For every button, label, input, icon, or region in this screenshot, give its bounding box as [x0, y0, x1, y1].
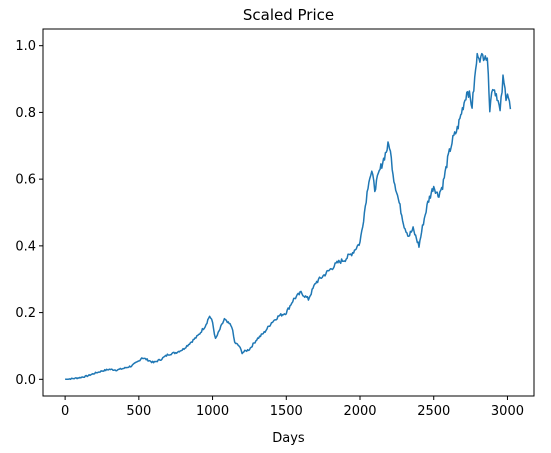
- x-tick-label: 500: [126, 404, 151, 419]
- y-tick-label: 0.8: [15, 106, 36, 121]
- x-tick-label: 3000: [491, 404, 524, 419]
- y-tick-label: 0.6: [15, 173, 36, 188]
- series-line-0: [65, 52, 512, 381]
- x-axis: 0 500 1000 1500 2000 2500 3000: [61, 396, 524, 419]
- x-tick-label: 1500: [270, 404, 303, 419]
- x-tick-label: 0: [61, 404, 69, 419]
- plot-frame: [42, 28, 535, 397]
- y-tick-label: 0.4: [15, 239, 36, 254]
- x-tick-label: 1000: [196, 404, 229, 419]
- chart-title: Scaled Price: [243, 6, 334, 24]
- plot-area: [65, 52, 512, 381]
- x-tick-label: 2000: [343, 404, 376, 419]
- x-axis-label: Days: [272, 431, 305, 446]
- y-tick-label: 0.0: [15, 373, 36, 388]
- y-tick-label: 0.2: [15, 306, 36, 321]
- x-tick-label: 2500: [417, 404, 450, 419]
- y-tick-label: 1.0: [15, 39, 36, 54]
- y-axis: 0.0 0.2 0.4 0.6 0.8 1.0: [15, 39, 43, 388]
